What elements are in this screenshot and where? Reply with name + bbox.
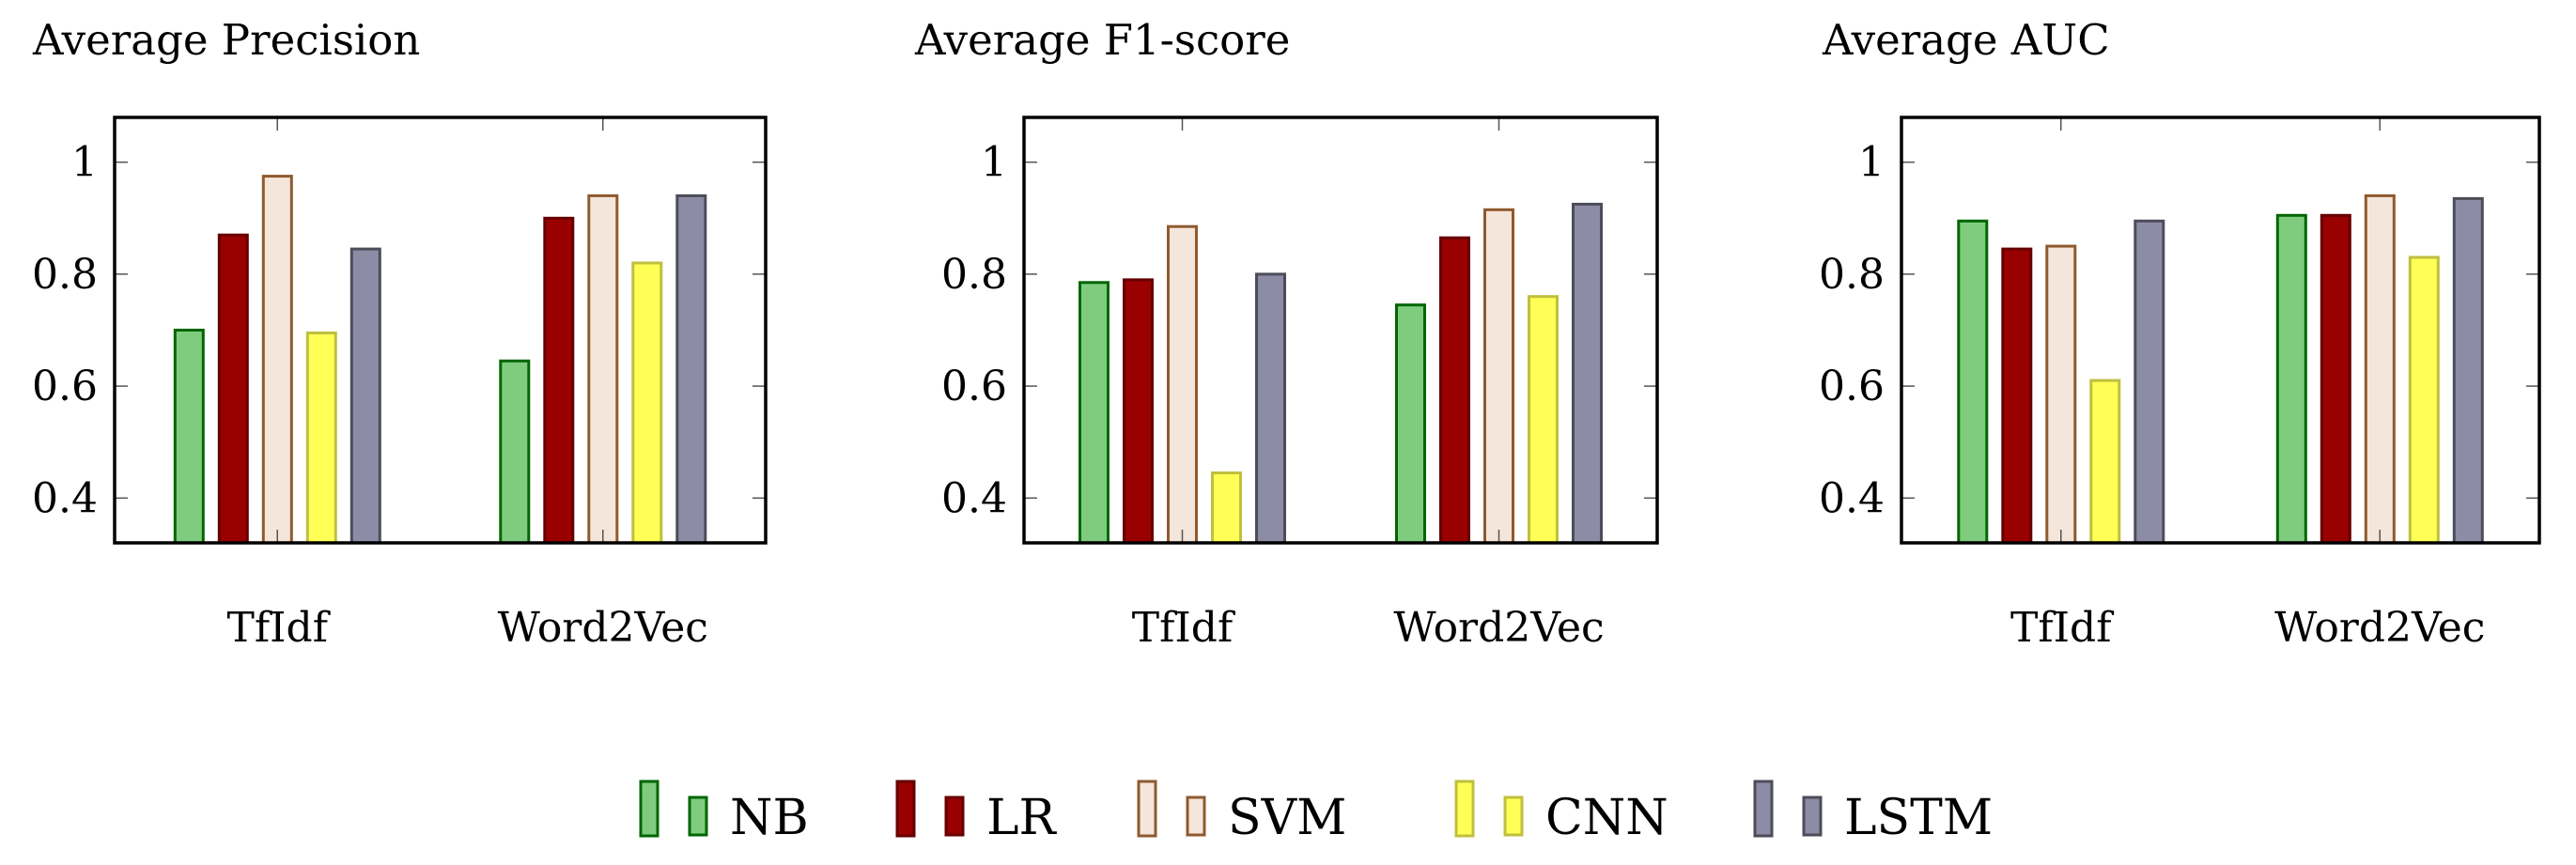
bar-svm-tfidf — [261, 175, 293, 545]
bar-cnn-tfidf — [305, 332, 337, 545]
bar-lstm-word2vec — [1572, 202, 1603, 545]
x-category-label: Word2Vec — [2274, 604, 2485, 652]
bar-lstm-tfidf — [349, 247, 381, 545]
y-tick-label: 1 — [71, 139, 98, 187]
y-tick-label: 1 — [981, 139, 1007, 187]
bar-svm-word2vec — [2364, 193, 2396, 545]
y-tick-label: 0.8 — [941, 251, 1007, 299]
legend-swatch-nb — [639, 780, 660, 838]
bar-lstm-tfidf — [1255, 272, 1286, 545]
legend-swatch-cnn — [1503, 795, 1524, 837]
y-tick-label: 0.6 — [941, 363, 1007, 410]
bar-lr-tfidf — [2001, 247, 2033, 545]
x-category-label: Word2Vec — [1393, 604, 1604, 652]
x-category-label: TfIdf — [2010, 604, 2114, 652]
bar-cnn-word2vec — [1528, 295, 1559, 545]
bar-nb-tfidf — [173, 329, 205, 545]
chart-title: Average AUC — [1822, 15, 2110, 65]
x-category-label: TfIdf — [1132, 604, 1235, 652]
bar-lstm-word2vec — [675, 193, 707, 545]
bar-svm-word2vec — [587, 193, 619, 545]
legend-label-lstm: LSTM — [1844, 790, 1993, 846]
legend-swatch-lstm — [1753, 780, 1774, 838]
bar-cnn-tfidf — [2089, 378, 2121, 545]
bar-cnn-word2vec — [631, 261, 663, 545]
bar-nb-tfidf — [1957, 219, 1989, 545]
bar-svm-tfidf — [2045, 244, 2077, 545]
legend-label-lr: LR — [986, 790, 1058, 846]
y-tick-label: 1 — [1858, 139, 1885, 187]
chart-title: Average F1-score — [914, 15, 1290, 65]
bar-nb-word2vec — [499, 359, 531, 545]
y-tick-label: 0.8 — [1819, 251, 1885, 299]
plot-frame-average-f1-score — [1022, 116, 1659, 545]
bar-lr-tfidf — [217, 233, 249, 545]
bar-lr-word2vec — [543, 216, 575, 545]
bar-lr-tfidf — [1123, 278, 1154, 545]
legend-swatch-svm — [1186, 795, 1206, 837]
plot-frame-average-auc — [1900, 116, 2541, 545]
chart-title: Average Precision — [32, 15, 420, 65]
y-tick-label: 0.4 — [941, 474, 1007, 522]
bar-svm-tfidf — [1167, 224, 1198, 545]
x-category-label: TfIdf — [227, 604, 331, 652]
bar-lstm-tfidf — [2134, 219, 2165, 545]
bar-nb-word2vec — [2275, 213, 2307, 545]
plot-frame-average-precision — [113, 116, 768, 545]
bar-nb-tfidf — [1079, 281, 1110, 545]
x-category-label: Word2Vec — [498, 604, 708, 652]
legend-label-cnn: CNN — [1545, 790, 1668, 846]
y-tick-label: 0.6 — [1819, 363, 1885, 410]
bar-cnn-tfidf — [1211, 471, 1242, 545]
y-tick-label: 0.6 — [32, 363, 98, 410]
y-tick-label: 0.4 — [32, 474, 98, 522]
bar-nb-word2vec — [1395, 303, 1426, 545]
legend-label-nb: NB — [730, 790, 809, 846]
y-tick-label: 0.4 — [1819, 474, 1885, 522]
legend-swatch-lr — [944, 795, 965, 837]
legend-swatch-lr — [895, 780, 916, 838]
legend-swatch-cnn — [1454, 780, 1475, 838]
bar-svm-word2vec — [1483, 208, 1514, 545]
bar-lstm-word2vec — [2452, 196, 2484, 545]
bar-lr-word2vec — [1439, 236, 1470, 545]
bar-lr-word2vec — [2320, 213, 2351, 545]
bar-cnn-word2vec — [2408, 255, 2440, 545]
legend-label-svm: SVM — [1228, 790, 1346, 846]
legend-swatch-nb — [688, 795, 708, 837]
legend-swatch-lstm — [1802, 795, 1823, 837]
legend-swatch-svm — [1137, 780, 1157, 838]
y-tick-label: 0.8 — [32, 251, 98, 299]
